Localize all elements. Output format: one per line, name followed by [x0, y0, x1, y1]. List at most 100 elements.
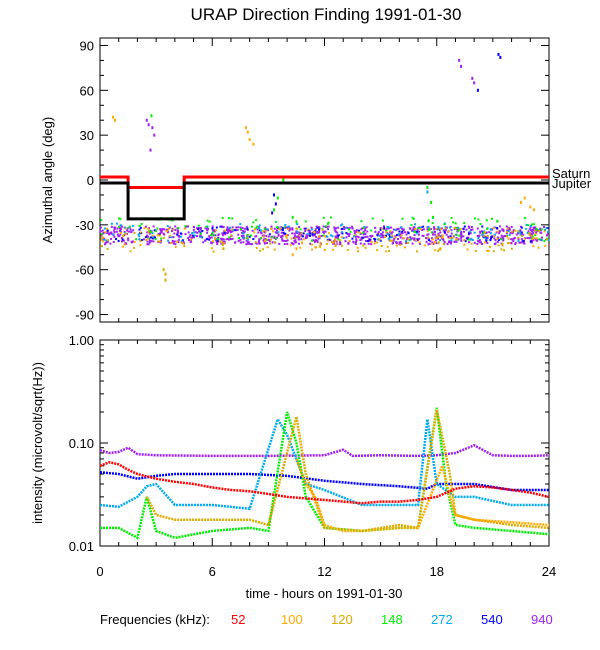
azimuth-point-120 [441, 234, 444, 237]
azimuth-point-272 [473, 231, 476, 234]
azimuth-point-940 [187, 231, 190, 234]
azimuth-point-272 [166, 225, 169, 228]
azimuth-point-540 [422, 225, 425, 228]
azimuth-point-940 [104, 242, 107, 245]
azimuth-point-940 [447, 241, 450, 244]
azimuth-point-120 [106, 247, 109, 250]
azimuth-point [271, 211, 274, 215]
azimuth-point-120 [415, 239, 418, 242]
azimuth-point-940 [264, 226, 267, 229]
azimuth-point-100 [436, 234, 439, 237]
azimuth-point-940 [336, 231, 339, 234]
azimuth-point-940 [398, 234, 401, 237]
y-tick-label: 0.10 [69, 436, 94, 451]
azimuth-point-940 [109, 242, 112, 245]
azimuth-point-940 [526, 237, 529, 240]
azimuth-point-940 [351, 227, 354, 230]
azimuth-point-100 [508, 242, 511, 245]
azimuth-point-148 [304, 220, 307, 223]
azimuth-point-940 [217, 233, 220, 236]
azimuth-point-940 [368, 238, 371, 241]
azimuth-point-148 [228, 236, 231, 239]
azimuth-point-272 [386, 225, 389, 228]
azimuth-point-940 [359, 239, 362, 242]
azimuth-point-940 [254, 235, 257, 238]
azimuth-point-940 [223, 241, 226, 244]
intensity-series-52 [99, 460, 550, 505]
azimuth-point-272 [394, 228, 397, 231]
azimuth-point-148 [486, 227, 489, 230]
azimuth-point-540 [201, 229, 204, 232]
azimuth-point-100 [370, 240, 373, 243]
azimuth-point-940 [410, 229, 413, 232]
azimuth-point-940 [324, 230, 327, 233]
azimuth-point-940 [177, 238, 180, 241]
azimuth-point-940 [412, 228, 415, 231]
azimuth-point-272 [266, 228, 269, 231]
azimuth-point-940 [479, 241, 482, 244]
y-tick-label: 0.01 [69, 539, 94, 554]
azimuth-point-120 [517, 230, 520, 233]
azimuth-point-272 [148, 237, 151, 240]
azimuth-point-940 [393, 237, 396, 240]
azimuth-point-272 [138, 238, 141, 241]
azimuth-point-940 [268, 240, 271, 243]
azimuth-point-940 [281, 239, 284, 242]
azimuth-point-148 [371, 217, 374, 220]
azimuth-point-100 [124, 227, 127, 230]
azimuth-point-120 [261, 248, 264, 251]
azimuth-point-940 [436, 235, 439, 238]
azimuth-point-100 [176, 240, 179, 243]
azimuth-point-272 [242, 232, 245, 235]
azimuth-point-940 [210, 236, 213, 239]
azimuth-point-272 [287, 225, 290, 228]
azimuth-point-120 [321, 228, 324, 231]
azimuth-point-540 [497, 239, 500, 242]
azimuth-point-940 [148, 231, 151, 234]
azimuth-point-940 [231, 237, 234, 240]
azimuth-point-940 [531, 230, 534, 233]
azimuth-point-940 [511, 232, 514, 235]
azimuth-point [246, 130, 249, 134]
azimuth-point-272 [330, 234, 333, 237]
azimuth-point-100 [311, 243, 314, 246]
azimuth-point-940 [123, 230, 126, 233]
azimuth-point-272 [105, 239, 108, 242]
chart-title: URAP Direction Finding 1991-01-30 [191, 5, 462, 24]
azimuth-point-272 [449, 226, 452, 229]
azimuth-point-940 [116, 233, 119, 236]
azimuth-point-940 [347, 242, 350, 245]
azimuth-point-940 [335, 230, 338, 233]
azimuth-point-940 [336, 235, 339, 238]
azimuth-point-940 [185, 225, 188, 228]
y-tick-label: 60 [80, 83, 94, 98]
azimuth-point-120 [158, 234, 161, 237]
azimuth-point-940 [311, 231, 314, 234]
azimuth-point-940 [305, 235, 308, 238]
azimuth-point-148 [500, 238, 503, 241]
azimuth-point-100 [431, 242, 434, 245]
azimuth-point-940 [333, 240, 336, 243]
azimuth-point-940 [377, 231, 380, 234]
azimuth-point [291, 253, 294, 257]
azimuth-point-272 [517, 240, 520, 243]
azimuth-point-148 [381, 219, 384, 222]
azimuth-point-100 [151, 234, 154, 237]
azimuth-point-540 [341, 232, 344, 235]
azimuth-point-940 [244, 227, 247, 230]
azimuth-point-940 [304, 237, 307, 240]
azimuth-point-940 [502, 235, 505, 238]
azimuth-point-120 [459, 228, 462, 231]
azimuth-point-940 [534, 238, 537, 241]
azimuth-point-148 [535, 227, 538, 230]
azimuth-point-272 [342, 236, 345, 239]
azimuth-point-940 [193, 226, 196, 229]
azimuth-point-940 [270, 225, 273, 228]
azimuth-point-120 [167, 227, 170, 230]
azimuth-point-940 [239, 241, 242, 244]
azimuth-point-120 [506, 227, 509, 230]
azimuth-point-940 [120, 240, 123, 243]
azimuth-point-940 [477, 240, 480, 243]
azimuth-point-120 [334, 245, 337, 248]
azimuth-point-940 [399, 233, 402, 236]
